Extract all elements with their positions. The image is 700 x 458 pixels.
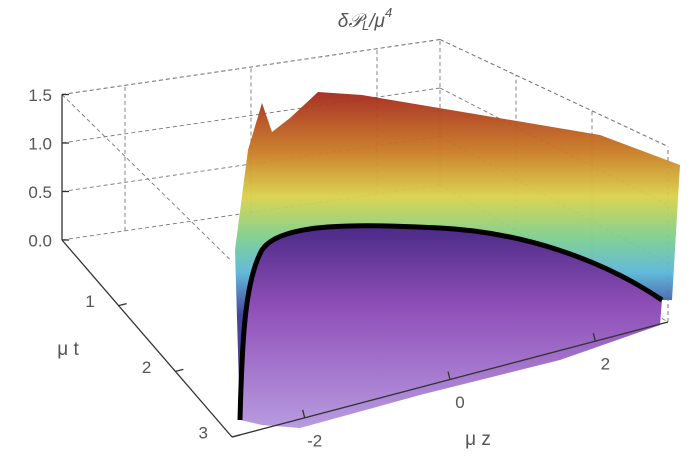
x-axis-label: μ z bbox=[465, 429, 491, 450]
tick-mark bbox=[118, 303, 127, 307]
x-tick-label: 2 bbox=[601, 355, 610, 374]
surface-front bbox=[240, 225, 662, 428]
tick-mark bbox=[231, 434, 241, 438]
z-tick-label: 0.5 bbox=[28, 183, 52, 202]
grid-line bbox=[61, 87, 441, 144]
title-sup: 4 bbox=[385, 5, 392, 20]
title-sub: L bbox=[362, 18, 369, 33]
y-tick-label: 3 bbox=[199, 423, 208, 442]
tick-mark bbox=[592, 333, 596, 342]
y-tick-label: 1 bbox=[85, 292, 94, 311]
ridge-curve bbox=[237, 223, 664, 421]
grid-line bbox=[61, 39, 441, 95]
title-part: δ𝒫 bbox=[338, 11, 368, 32]
box-edge bbox=[61, 94, 233, 262]
surface bbox=[235, 92, 680, 428]
surface-back bbox=[235, 92, 680, 420]
z-tick-label: 0.0 bbox=[28, 231, 52, 250]
y-tick-label: 2 bbox=[142, 358, 151, 377]
y-axis-label: μ t bbox=[57, 339, 79, 360]
tick-mark bbox=[175, 368, 184, 372]
axes: 0.0 0.5 1.0 1.5 1 2 3 -2 0 2 bbox=[28, 86, 669, 450]
tick-mark bbox=[447, 371, 451, 380]
x-tick-label: 0 bbox=[455, 393, 464, 412]
z-tick-label: 1.0 bbox=[28, 134, 52, 153]
y-axis bbox=[61, 239, 233, 438]
chart-title: δ𝒫L/μ4 bbox=[338, 5, 392, 33]
tick-mark bbox=[302, 409, 306, 418]
x-tick-label: -2 bbox=[307, 431, 322, 450]
z-tick-label: 1.5 bbox=[28, 86, 52, 105]
title-part: /μ bbox=[367, 11, 385, 32]
